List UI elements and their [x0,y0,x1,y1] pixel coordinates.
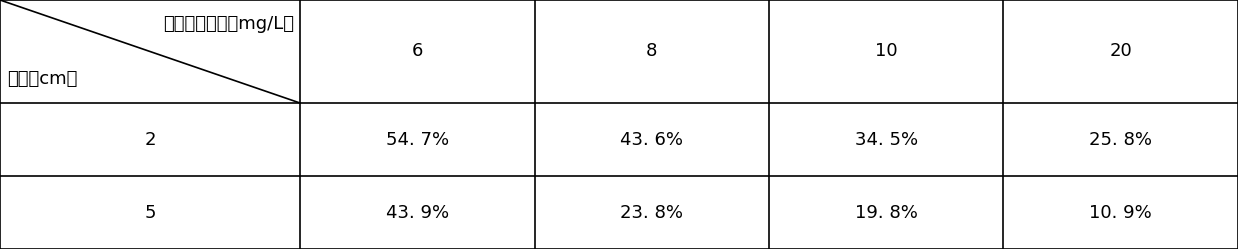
Text: 20: 20 [1109,43,1132,61]
Text: 8: 8 [646,43,657,61]
Text: 6: 6 [411,43,423,61]
Text: 10. 9%: 10. 9% [1089,203,1153,222]
Text: 2: 2 [145,130,156,148]
Text: 43. 6%: 43. 6% [620,130,683,148]
Text: 光程（cm）: 光程（cm） [7,70,78,88]
Text: 34. 5%: 34. 5% [854,130,917,148]
Text: 23. 8%: 23. 8% [620,203,683,222]
Text: 43. 9%: 43. 9% [386,203,449,222]
Text: 54. 7%: 54. 7% [386,130,449,148]
Text: 10: 10 [875,43,898,61]
Text: 25. 8%: 25. 8% [1089,130,1153,148]
Text: 19. 8%: 19. 8% [854,203,917,222]
Text: 甲醒初始浓度（mg/L）: 甲醒初始浓度（mg/L） [163,15,293,33]
Text: 5: 5 [145,203,156,222]
